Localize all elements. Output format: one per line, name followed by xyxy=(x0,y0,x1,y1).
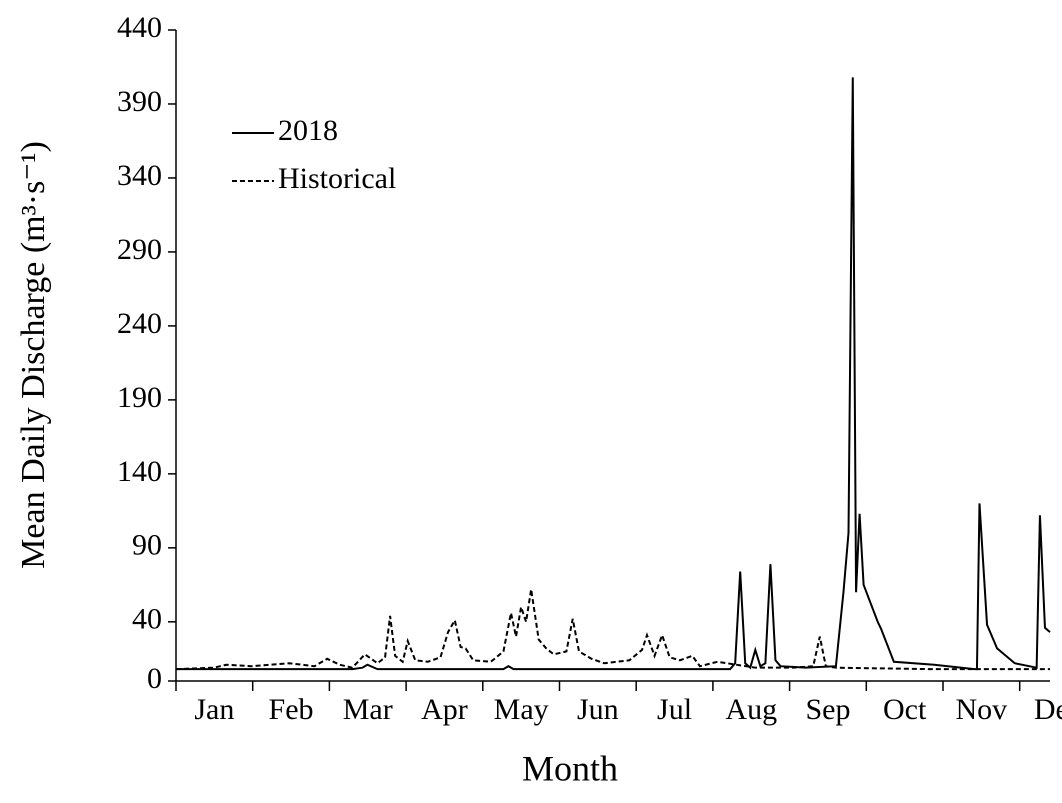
y-tick-label: 390 xyxy=(117,85,162,118)
x-tick-label: Jul xyxy=(657,693,692,726)
x-axis-title: Month xyxy=(522,748,618,788)
y-axis-title: Mean Daily Discharge (m³·s⁻¹) xyxy=(15,141,52,569)
y-tick-label: 40 xyxy=(132,603,162,636)
x-tick-label: Dec xyxy=(1034,693,1062,726)
y-tick-label: 240 xyxy=(117,307,162,340)
y-tick-label: 290 xyxy=(117,233,162,266)
y-tick-label: 0 xyxy=(147,662,162,695)
line-series xyxy=(175,589,1050,671)
x-tick-label: Oct xyxy=(883,693,927,726)
x-tick-label: Sep xyxy=(805,693,850,726)
x-tick-label: Nov xyxy=(956,693,1008,726)
x-tick-label: Aug xyxy=(725,693,777,726)
x-tick-label: Jan xyxy=(194,693,234,726)
x-tick-label: Mar xyxy=(343,693,393,726)
y-tick-label: 190 xyxy=(117,381,162,414)
y-tick-label: 440 xyxy=(117,11,162,44)
x-tick-label: Feb xyxy=(269,693,314,726)
y-tick-label: 90 xyxy=(132,529,162,562)
line-series xyxy=(176,77,1051,671)
x-tick-label: Jun xyxy=(577,693,619,726)
y-tick-label: 140 xyxy=(117,455,162,488)
x-tick-label: May xyxy=(494,693,549,726)
y-tick-label: 340 xyxy=(117,159,162,192)
legend-label: Historical xyxy=(278,162,396,195)
x-tick-label: Apr xyxy=(421,693,468,726)
legend-label: 2018 xyxy=(278,114,338,147)
